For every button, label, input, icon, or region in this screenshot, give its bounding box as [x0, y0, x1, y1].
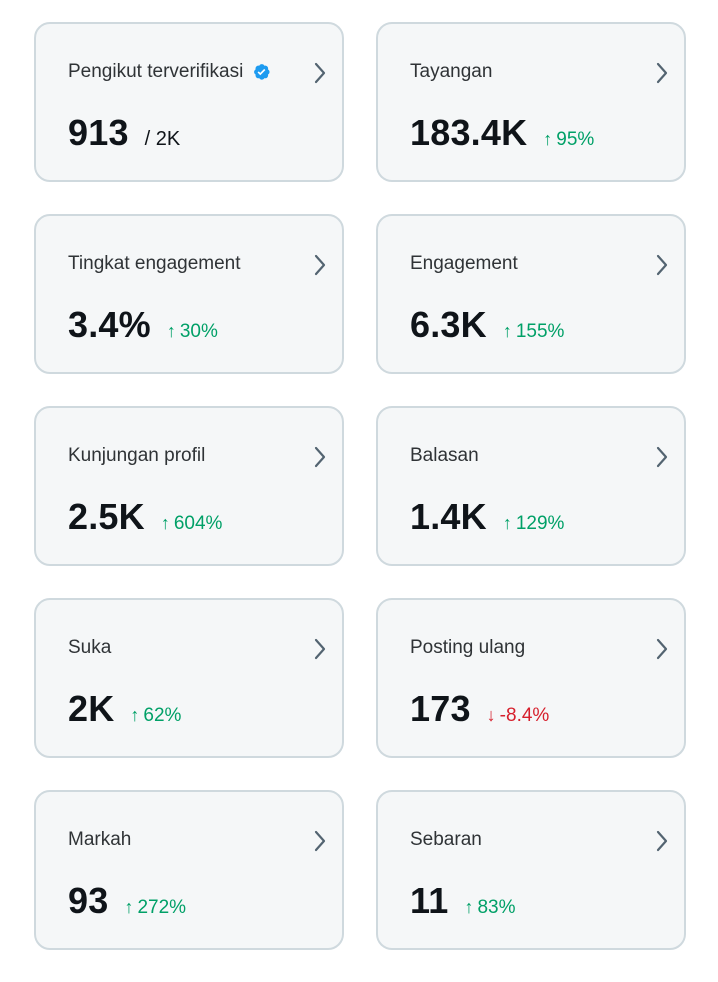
- stat-value: 2K: [68, 688, 115, 729]
- card-title-label: Tingkat engagement: [68, 253, 241, 274]
- stat-change-value: 129%: [515, 513, 565, 534]
- card-stats: 6.3K ↑ 155%: [410, 304, 564, 346]
- stat-value: 173: [410, 688, 471, 729]
- stat-change-value: 62%: [143, 705, 182, 726]
- card-stats: 913 / 2K: [68, 112, 180, 154]
- card-stats: 11 ↑ 83%: [410, 880, 516, 922]
- metric-card-shares[interactable]: Sebaran 11 ↑ 83%: [376, 790, 686, 950]
- metric-card-likes[interactable]: Suka 2K ↑ 62%: [34, 598, 344, 758]
- chevron-right-icon[interactable]: [312, 445, 328, 469]
- card-stats: 2.5K ↑ 604%: [68, 496, 222, 538]
- chevron-right-icon[interactable]: [654, 637, 670, 661]
- arrow-up-icon: ↑: [124, 897, 134, 917]
- stat-value: 11: [410, 880, 449, 921]
- card-title: Engagement: [410, 253, 518, 275]
- stat-change-value: 604%: [173, 513, 223, 534]
- card-stats: 3.4% ↑ 30%: [68, 304, 218, 346]
- card-stats: 2K ↑ 62%: [68, 688, 181, 730]
- stat-change: ↑ 604%: [161, 513, 223, 535]
- metric-card-replies[interactable]: Balasan 1.4K ↑ 129%: [376, 406, 686, 566]
- card-title: Tayangan: [410, 61, 492, 83]
- arrow-up-icon: ↑: [502, 321, 512, 341]
- stat-value: 2.5K: [68, 496, 145, 537]
- metric-card-reposts[interactable]: Posting ulang 173 ↓ -8.4%: [376, 598, 686, 758]
- stat-change: ↑ 95%: [543, 129, 594, 151]
- arrow-up-icon: ↑: [464, 897, 474, 917]
- card-title: Kunjungan profil: [68, 445, 205, 467]
- card-title: Sebaran: [410, 829, 482, 851]
- stat-change: ↑ 83%: [464, 897, 515, 919]
- stat-change-value: 272%: [137, 897, 187, 918]
- stat-value: 93: [68, 880, 109, 921]
- stat-change: ↑ 30%: [167, 321, 218, 343]
- card-title-label: Engagement: [410, 253, 518, 274]
- metric-card-engagement[interactable]: Engagement 6.3K ↑ 155%: [376, 214, 686, 374]
- stat-value: 1.4K: [410, 496, 487, 537]
- card-stats: 93 ↑ 272%: [68, 880, 186, 922]
- metric-card-bookmarks[interactable]: Markah 93 ↑ 272%: [34, 790, 344, 950]
- stat-change: ↑ 155%: [503, 321, 565, 343]
- card-title-label: Suka: [68, 637, 112, 658]
- verified-badge-icon: [251, 62, 271, 82]
- stat-value: 183.4K: [410, 112, 528, 153]
- arrow-up-icon: ↑: [130, 705, 140, 725]
- card-stats: 173 ↓ -8.4%: [410, 688, 549, 730]
- card-title: Pengikut terverifikasi: [68, 61, 271, 83]
- metric-card-impressions[interactable]: Tayangan 183.4K ↑ 95%: [376, 22, 686, 182]
- card-title-label: Markah: [68, 829, 132, 850]
- card-title-label: Posting ulang: [410, 637, 526, 658]
- card-stats: 1.4K ↑ 129%: [410, 496, 564, 538]
- card-stats: 183.4K ↑ 95%: [410, 112, 594, 154]
- stat-change: ↑ 272%: [124, 897, 186, 919]
- chevron-right-icon[interactable]: [312, 637, 328, 661]
- stat-value: 6.3K: [410, 304, 487, 345]
- arrow-down-icon: ↓: [486, 705, 496, 725]
- arrow-up-icon: ↑: [166, 321, 176, 341]
- chevron-right-icon[interactable]: [312, 829, 328, 853]
- card-title-label: Pengikut terverifikasi: [68, 61, 244, 82]
- chevron-right-icon[interactable]: [654, 445, 670, 469]
- card-title-label: Sebaran: [410, 829, 482, 850]
- card-title-label: Kunjungan profil: [68, 445, 206, 466]
- metric-card-engagement-rate[interactable]: Tingkat engagement 3.4% ↑ 30%: [34, 214, 344, 374]
- stat-change: ↑ 62%: [130, 705, 181, 727]
- metrics-grid: Pengikut terverifikasi 913 / 2K Tayangan…: [34, 22, 686, 950]
- chevron-right-icon[interactable]: [312, 253, 328, 277]
- stat-change: ↓ -8.4%: [487, 705, 550, 727]
- stat-change-value: 155%: [515, 321, 565, 342]
- stat-total: / 2K: [144, 128, 181, 150]
- metric-card-verified-followers[interactable]: Pengikut terverifikasi 913 / 2K: [34, 22, 344, 182]
- stat-change-value: 83%: [477, 897, 516, 918]
- stat-change-value: 95%: [556, 129, 595, 150]
- card-title-label: Tayangan: [410, 61, 493, 82]
- card-title: Balasan: [410, 445, 479, 467]
- arrow-up-icon: ↑: [160, 513, 170, 533]
- stat-change-value: -8.4%: [499, 705, 550, 726]
- stat-value: 913: [68, 112, 129, 153]
- arrow-up-icon: ↑: [543, 129, 553, 149]
- arrow-up-icon: ↑: [502, 513, 512, 533]
- metric-card-profile-visits[interactable]: Kunjungan profil 2.5K ↑ 604%: [34, 406, 344, 566]
- card-title-label: Balasan: [410, 445, 479, 466]
- card-title: Tingkat engagement: [68, 253, 241, 275]
- chevron-right-icon[interactable]: [654, 253, 670, 277]
- card-title: Markah: [68, 829, 131, 851]
- stat-value: 3.4%: [68, 304, 151, 345]
- chevron-right-icon[interactable]: [312, 61, 328, 85]
- card-title: Suka: [68, 637, 111, 659]
- card-title: Posting ulang: [410, 637, 525, 659]
- stat-change: ↑ 129%: [503, 513, 565, 535]
- chevron-right-icon[interactable]: [654, 829, 670, 853]
- chevron-right-icon[interactable]: [654, 61, 670, 85]
- stat-change-value: 30%: [179, 321, 218, 342]
